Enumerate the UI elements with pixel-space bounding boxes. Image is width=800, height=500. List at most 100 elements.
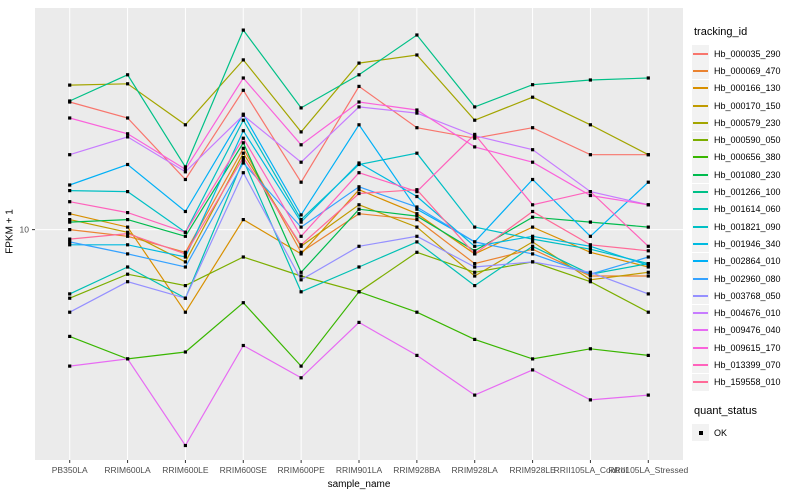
legend-item-label: Hb_000035_290 [714, 48, 781, 59]
data-point [68, 310, 72, 314]
data-point [415, 126, 419, 130]
data-point [299, 252, 303, 256]
data-point [588, 243, 592, 247]
y-axis-title: FPKM + 1 [4, 209, 16, 254]
legend-entries: Hb_000035_290 Hb_000069_470 Hb_000166_130 H… [692, 45, 798, 391]
legend-item-label: Hb_001946_340 [714, 238, 781, 249]
data-point [588, 153, 592, 157]
legend-line-icon [693, 277, 708, 280]
data-point [415, 151, 419, 155]
data-point [473, 274, 477, 278]
data-point [357, 105, 361, 109]
legend-key-swatch [692, 183, 709, 201]
legend-item-Hb_000590_050: Hb_000590_050 [692, 131, 798, 149]
data-point [588, 398, 592, 402]
legend-line-icon [693, 156, 708, 159]
data-point [531, 237, 535, 241]
data-point [415, 353, 419, 357]
legend-key-swatch [692, 235, 709, 253]
data-point [68, 212, 72, 216]
data-point [68, 228, 72, 232]
data-point [68, 218, 72, 222]
legend-line-icon [693, 225, 708, 228]
data-point [415, 190, 419, 194]
data-point [473, 118, 477, 122]
legend-item-Hb_000035_290: Hb_000035_290 [692, 45, 798, 63]
data-point [357, 73, 361, 77]
data-point [241, 136, 245, 140]
data-point [68, 237, 72, 241]
legend-key-swatch [692, 356, 709, 374]
legend-item-label: Hb_003768_050 [714, 290, 781, 301]
data-point [415, 310, 419, 314]
data-point [588, 347, 592, 351]
legend-item-label: Hb_001080_230 [714, 169, 781, 180]
data-point [415, 111, 419, 115]
quant-status-item-OK: OK [692, 424, 798, 442]
data-point [126, 211, 130, 215]
legend-item-Hb_000579_230: Hb_000579_230 [692, 114, 798, 132]
data-point [473, 249, 477, 253]
legend-item-label: Hb_000166_130 [714, 83, 781, 94]
data-point [646, 76, 650, 80]
data-point [646, 203, 650, 207]
data-point [588, 193, 592, 198]
legend-item-Hb_003768_050: Hb_003768_050 [692, 287, 798, 305]
legend-item-Hb_001266_100: Hb_001266_100 [692, 183, 798, 201]
data-point [646, 274, 650, 278]
data-point [357, 265, 361, 269]
data-point [241, 301, 245, 305]
legend-item-Hb_002960_080: Hb_002960_080 [692, 270, 798, 287]
data-point [241, 28, 245, 32]
data-point [531, 252, 535, 256]
data-point [473, 145, 477, 149]
data-point [299, 130, 303, 134]
data-point [126, 190, 130, 194]
legend-title-quant-status: quant_status [694, 404, 757, 417]
data-point [646, 265, 650, 269]
legend-item-Hb_002864_010: Hb_002864_010 [692, 252, 798, 270]
legend-line-icon [693, 381, 708, 384]
data-point [415, 234, 419, 238]
data-point [473, 270, 477, 274]
data-point [531, 83, 535, 87]
data-point [299, 218, 303, 222]
legend: tracking_id Hb_000035_290 Hb_000069_470 Hb… [692, 26, 798, 442]
data-point [126, 234, 130, 238]
legend-key-swatch [692, 287, 709, 305]
data-point [68, 99, 72, 103]
quant-status-entries: OK [692, 424, 798, 442]
data-point [357, 171, 361, 175]
data-point [415, 250, 419, 254]
data-point [588, 234, 592, 238]
data-point [126, 218, 130, 222]
data-point [531, 209, 535, 214]
legend-item-Hb_001946_340: Hb_001946_340 [692, 235, 798, 253]
data-point [68, 334, 72, 338]
legend-item-label: Hb_004676_010 [714, 308, 781, 319]
data-point [357, 84, 361, 88]
data-point [588, 274, 592, 278]
data-point [183, 310, 187, 314]
data-point [299, 160, 303, 164]
legend-line-icon [693, 312, 708, 315]
data-point [646, 249, 650, 253]
legend-key-swatch [692, 339, 709, 357]
data-point [588, 272, 592, 276]
data-point [646, 292, 650, 296]
data-point [473, 105, 477, 109]
data-point [531, 244, 535, 248]
legend-item-Hb_001821_090: Hb_001821_090 [692, 218, 798, 236]
data-point [357, 244, 361, 248]
data-point [299, 364, 303, 368]
data-point [126, 116, 130, 120]
data-point [473, 252, 477, 256]
data-point [646, 255, 650, 259]
quant-status-label: OK [714, 427, 728, 438]
data-point [299, 278, 303, 282]
legend-key-swatch [692, 373, 709, 391]
data-point [415, 214, 419, 218]
legend-key-swatch [692, 304, 709, 322]
data-point [415, 194, 419, 199]
